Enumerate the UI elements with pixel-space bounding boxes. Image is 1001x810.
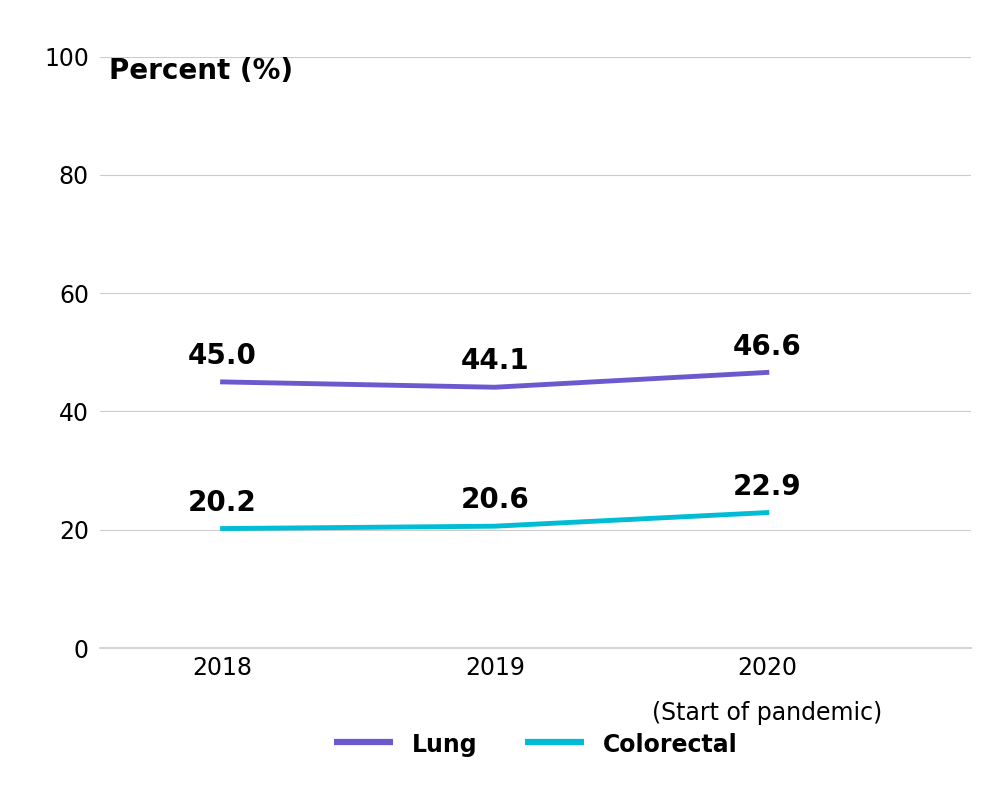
Text: 20.2: 20.2 [188,488,257,517]
Legend: Lung, Colorectal: Lung, Colorectal [324,723,747,766]
Text: 45.0: 45.0 [188,342,257,370]
Text: 44.1: 44.1 [460,347,529,375]
Text: 20.6: 20.6 [460,486,530,514]
Text: (Start of pandemic): (Start of pandemic) [652,701,882,725]
Text: 46.6: 46.6 [733,333,801,360]
Text: 22.9: 22.9 [733,473,801,501]
Text: Percent (%): Percent (%) [109,57,293,85]
